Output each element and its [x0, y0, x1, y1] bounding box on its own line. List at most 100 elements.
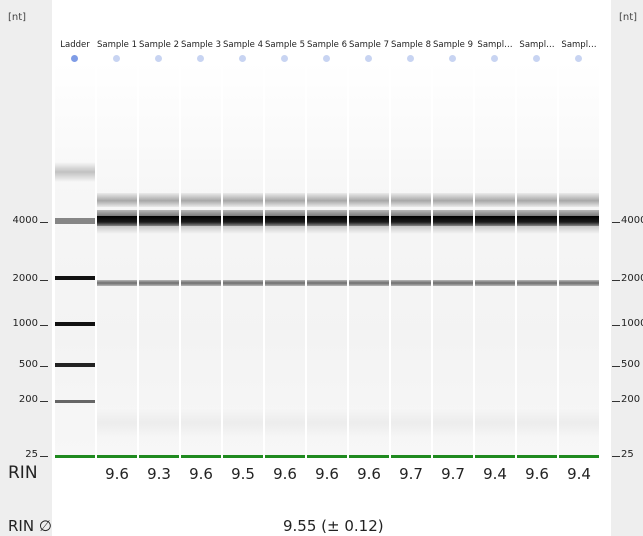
right-size-axis-panel	[611, 0, 643, 536]
gel-band	[307, 408, 347, 438]
well-indicator-dot	[71, 55, 78, 62]
lower-marker-band	[223, 455, 263, 458]
gel-band	[559, 216, 599, 226]
gel-band	[307, 280, 347, 286]
size-tick-mark-left	[40, 366, 48, 367]
rin-row-label: RIN	[8, 463, 38, 483]
ladder-lane	[55, 62, 95, 455]
lane-header-sample: Sample 9	[433, 40, 473, 50]
gel-band	[265, 216, 305, 226]
lane-header-sample: Sample 2	[139, 40, 179, 50]
gel-band	[517, 280, 557, 286]
gel-band	[55, 162, 95, 182]
gel-band	[391, 210, 431, 216]
lower-marker-band	[433, 455, 473, 458]
size-tick-label-right: 500	[621, 359, 641, 370]
lower-marker-band	[265, 455, 305, 458]
lower-marker-band	[475, 455, 515, 458]
rin-value: 9.4	[483, 465, 507, 483]
rin-value: 9.4	[567, 465, 591, 483]
gel-band	[517, 193, 557, 207]
lane-header-sample: Sample 5	[265, 40, 305, 50]
gel-band	[349, 216, 389, 226]
gel-band	[97, 216, 137, 226]
gel-band	[265, 280, 305, 286]
gel-band	[559, 280, 599, 286]
gel-band	[517, 226, 557, 234]
gel-band	[139, 216, 179, 226]
gel-band	[97, 408, 137, 438]
rin-value: 9.7	[399, 465, 423, 483]
lane-header-sample: Sample 6	[307, 40, 347, 50]
left-size-axis-panel	[0, 0, 52, 536]
well-indicator-dot	[281, 55, 288, 62]
gel-band	[475, 280, 515, 286]
size-tick-mark-right	[612, 366, 620, 367]
gel-band	[391, 216, 431, 226]
lower-marker-band	[139, 455, 179, 458]
lower-marker-band	[307, 455, 347, 458]
gel-band	[181, 216, 221, 226]
size-tick-mark-right	[612, 325, 620, 326]
gel-band	[139, 210, 179, 216]
gel-band	[307, 226, 347, 234]
gel-band	[475, 193, 515, 207]
size-tick-label-left: 500	[18, 359, 38, 370]
gel-band	[139, 408, 179, 438]
sample-lane	[181, 62, 221, 455]
rin-value: 9.6	[189, 465, 213, 483]
gel-band	[139, 226, 179, 234]
sample-lane	[559, 62, 599, 455]
gel-band	[475, 408, 515, 438]
well-indicator-dot	[533, 55, 540, 62]
gel-band	[223, 226, 263, 234]
rin-value: 9.6	[525, 465, 549, 483]
rin-value: 9.6	[315, 465, 339, 483]
size-tick-mark-left	[40, 401, 48, 402]
gel-band	[433, 408, 473, 438]
rin-value: 9.6	[273, 465, 297, 483]
gel-band	[97, 280, 137, 286]
gel-band	[433, 226, 473, 234]
lane-header-sample: Sample 3	[181, 40, 221, 50]
gel-band	[97, 193, 137, 207]
gel-band	[349, 210, 389, 216]
lane-header-sample: Sampl…	[477, 40, 513, 50]
lower-marker-band	[559, 455, 599, 458]
well-indicator-dot	[239, 55, 246, 62]
gel-band	[433, 210, 473, 216]
gel-band	[475, 210, 515, 216]
well-indicator-dot	[197, 55, 204, 62]
gel-band	[55, 322, 95, 326]
well-indicator-dot	[449, 55, 456, 62]
left-unit-label: [nt]	[8, 12, 27, 23]
gel-band	[265, 408, 305, 438]
sample-lane	[97, 62, 137, 455]
gel-band	[265, 226, 305, 234]
gel-band	[181, 193, 221, 207]
rin-value: 9.5	[231, 465, 255, 483]
well-indicator-dot	[365, 55, 372, 62]
size-tick-label-right: 25	[621, 449, 634, 460]
gel-band	[349, 226, 389, 234]
size-tick-label-left: 4000	[12, 215, 38, 226]
gel-band	[181, 226, 221, 234]
size-tick-mark-left	[40, 222, 48, 223]
lane-header-sample: Sampl…	[561, 40, 597, 50]
rin-value: 9.6	[105, 465, 129, 483]
size-tick-label-left: 2000	[12, 273, 38, 284]
lower-marker-band	[55, 455, 95, 458]
gel-band	[559, 226, 599, 234]
gel-band	[349, 280, 389, 286]
gel-band	[307, 193, 347, 207]
gel-band	[433, 216, 473, 226]
well-indicator-dot	[575, 55, 582, 62]
size-tick-mark-right	[612, 222, 620, 223]
gel-band	[139, 193, 179, 207]
sample-lane	[475, 62, 515, 455]
lane-header-ladder: Ladder	[60, 40, 90, 50]
sample-lane	[349, 62, 389, 455]
sample-lane	[307, 62, 347, 455]
gel-band	[97, 226, 137, 234]
gel-band	[517, 216, 557, 226]
